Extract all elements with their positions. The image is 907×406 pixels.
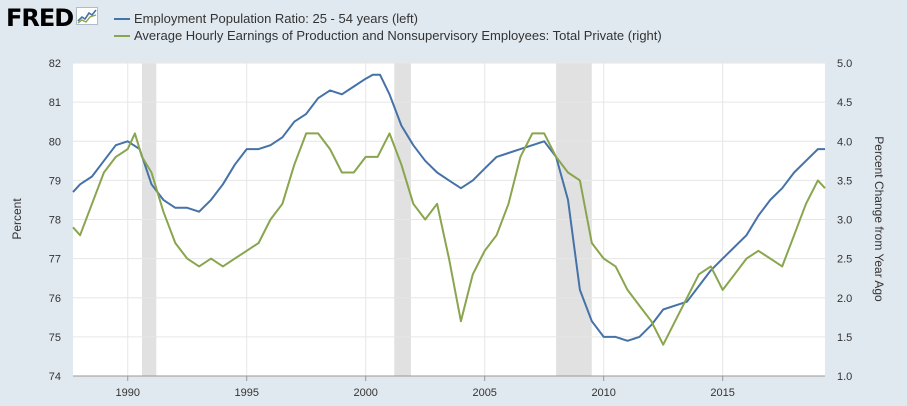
y-tick-label-82: 82 bbox=[49, 58, 61, 70]
x-tick-label-2010: 2010 bbox=[591, 387, 615, 399]
y2-tick-label-1.0: 1.0 bbox=[837, 371, 852, 383]
y2-tick-label-4.0: 4.0 bbox=[837, 136, 852, 148]
y-tick-label-77: 77 bbox=[49, 254, 61, 266]
x-tick-label-2000: 2000 bbox=[353, 387, 377, 399]
y-tick-label-80: 80 bbox=[49, 136, 61, 148]
chart-trend-icon bbox=[76, 6, 99, 30]
y-tick-label-79: 79 bbox=[49, 175, 61, 187]
legend-label-employment: Employment Population Ratio: 25 - 54 yea… bbox=[134, 11, 418, 26]
y2-tick-label-2.0: 2.0 bbox=[837, 293, 852, 305]
legend-label-earnings: Average Hourly Earnings of Production an… bbox=[134, 28, 662, 43]
fred-logo[interactable]: FRED bbox=[6, 4, 99, 32]
y-tick-label-78: 78 bbox=[49, 215, 61, 227]
x-tick-label-1995: 1995 bbox=[234, 387, 258, 399]
legend-item-employment[interactable]: Employment Population Ratio: 25 - 54 yea… bbox=[114, 10, 662, 27]
x-tick-label-1990: 1990 bbox=[115, 387, 139, 399]
series-line-employment bbox=[72, 73, 825, 342]
legend-swatch-earnings bbox=[114, 34, 130, 37]
y2-tick-label-3.5: 3.5 bbox=[837, 175, 852, 187]
y-axis-label: Percent bbox=[10, 198, 24, 240]
legend-item-earnings[interactable]: Average Hourly Earnings of Production an… bbox=[114, 27, 662, 44]
y2-tick-label-5.0: 5.0 bbox=[837, 58, 852, 70]
y2-tick-label-1.5: 1.5 bbox=[837, 332, 852, 344]
y2-axis-label: Percent Change from Year Ago bbox=[872, 136, 886, 302]
chart-legend: Employment Population Ratio: 25 - 54 yea… bbox=[114, 10, 662, 44]
y-tick-label-81: 81 bbox=[49, 97, 61, 109]
legend-swatch-employment bbox=[114, 17, 130, 20]
logo-text: FRED bbox=[6, 4, 74, 32]
y2-tick-label-3.0: 3.0 bbox=[837, 215, 852, 227]
x-tick-label-2005: 2005 bbox=[472, 387, 496, 399]
y-tick-label-75: 75 bbox=[49, 332, 61, 344]
y-tick-label-76: 76 bbox=[49, 293, 61, 305]
y-tick-label-74: 74 bbox=[49, 371, 61, 383]
y2-tick-label-2.5: 2.5 bbox=[837, 254, 852, 266]
series-line-earnings bbox=[72, 132, 826, 346]
x-tick-label-2015: 2015 bbox=[710, 387, 734, 399]
chart-header: FRED Employment Population Ratio: 25 - 5… bbox=[0, 0, 907, 50]
y2-tick-label-4.5: 4.5 bbox=[837, 97, 852, 109]
